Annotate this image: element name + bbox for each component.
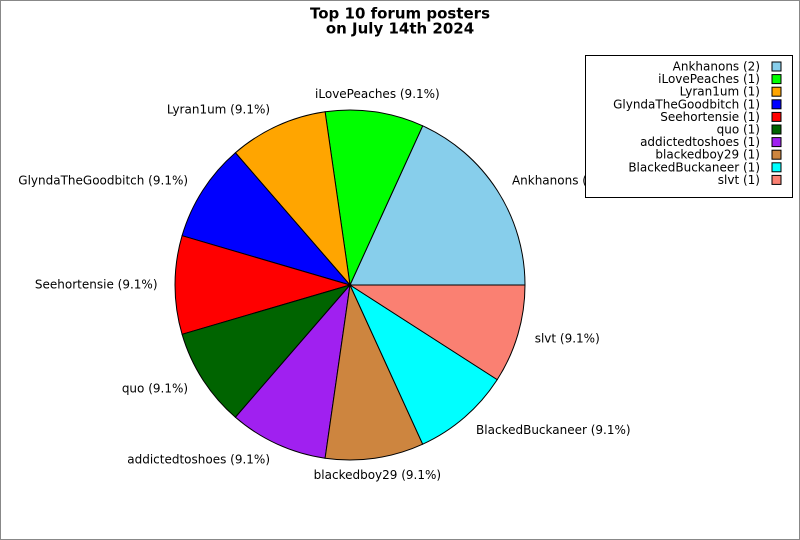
pie-slice	[181, 284, 352, 418]
legend-box	[585, 55, 793, 198]
legend-swatch	[771, 162, 782, 173]
chart-title: on July 14th 2024	[326, 20, 474, 38]
pie-slice	[234, 283, 351, 459]
slice-label: blackedboy29 (9.1%)	[314, 468, 441, 482]
legend-swatch	[771, 86, 782, 97]
legend-swatch	[771, 137, 782, 148]
slice-label: addictedtoshoes (9.1%)	[127, 453, 270, 467]
legend-swatch	[771, 74, 782, 85]
pie-slice	[324, 109, 424, 287]
pie-slice	[324, 283, 424, 461]
slice-label: Seehortensie (9.1%)	[35, 278, 158, 292]
legend-swatch	[771, 111, 782, 122]
legend-label: quo (1)	[717, 123, 760, 137]
slice-label: iLovePeaches (9.1%)	[315, 87, 440, 101]
pie: Ankhanons (18.2%)iLovePeaches (9.1%)Lyra…	[18, 87, 630, 482]
legend-swatch	[771, 124, 782, 135]
legend-swatch	[771, 149, 782, 160]
legend-label: addictedtoshoes (1)	[640, 135, 760, 149]
legend-label: Ankhanons (2)	[673, 60, 760, 74]
slice-label: Lyran1um (9.1%)	[167, 102, 270, 116]
pie-slice	[181, 152, 352, 286]
slice-label: quo (9.1%)	[122, 382, 188, 396]
legend-label: slvt (1)	[718, 173, 760, 187]
pie-slice	[234, 111, 351, 287]
legend-swatch	[771, 99, 782, 110]
legend-label: blackedboy29 (1)	[655, 148, 760, 162]
legend-label: BlackedBuckaneer (1)	[628, 160, 760, 174]
legend-label: iLovePeaches (1)	[658, 72, 760, 86]
pie-slice	[349, 125, 526, 286]
slice-label: BlackedBuckaneer (9.1%)	[476, 423, 631, 437]
legend-label: Seehortensie (1)	[660, 110, 760, 124]
pie-slice	[348, 283, 498, 445]
slice-label: GlyndaTheGoodbitch (9.1%)	[18, 173, 188, 187]
pie-slice	[348, 284, 526, 381]
legend: Ankhanons (2)iLovePeaches (1)Lyran1um (1…	[585, 55, 793, 198]
chart-title: Top 10 forum posters	[310, 5, 490, 23]
legend-swatch	[771, 61, 782, 72]
legend-swatch	[771, 174, 782, 185]
legend-label: GlyndaTheGoodbitch (1)	[613, 97, 760, 111]
legend-label: Lyran1um (1)	[680, 85, 760, 99]
slice-label: slvt (9.1%)	[535, 332, 600, 346]
pie-slice	[174, 235, 352, 335]
